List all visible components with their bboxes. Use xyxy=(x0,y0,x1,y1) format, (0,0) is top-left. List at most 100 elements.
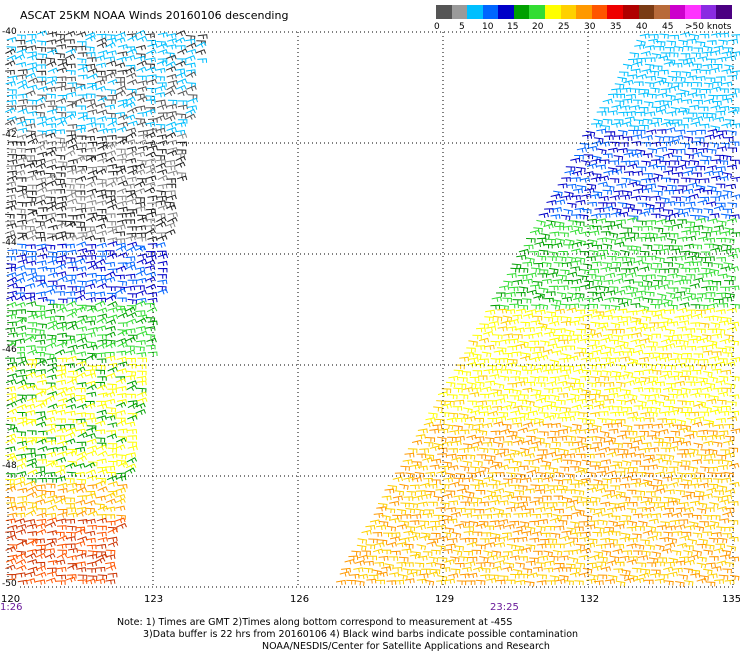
wind-barb xyxy=(653,66,662,70)
wind-barb xyxy=(175,162,185,167)
wind-barb xyxy=(429,429,439,433)
wind-barb xyxy=(628,412,638,417)
wind-barb xyxy=(669,288,678,292)
wind-barb xyxy=(27,175,37,180)
wind-barb xyxy=(126,133,136,138)
wind-barb xyxy=(48,561,58,566)
wind-barb xyxy=(657,130,666,134)
wind-barb xyxy=(7,535,17,540)
wind-barb xyxy=(691,305,700,309)
wind-barb xyxy=(724,527,733,531)
wind-barb xyxy=(633,514,642,518)
wind-barb xyxy=(198,35,207,39)
wind-barb xyxy=(67,312,77,317)
wind-barb xyxy=(75,530,85,535)
wind-barb xyxy=(503,316,512,322)
wind-barb xyxy=(56,206,66,211)
wind-barb xyxy=(46,452,56,457)
wind-barb xyxy=(17,75,27,80)
wind-barb xyxy=(641,161,650,166)
wind-barb xyxy=(177,49,187,54)
wind-barb xyxy=(611,89,620,93)
wind-barb xyxy=(97,515,106,519)
wind-barb xyxy=(97,231,107,236)
wind-barb xyxy=(412,440,422,445)
wind-barb xyxy=(601,567,611,572)
wind-barb xyxy=(5,328,15,333)
wind-barb xyxy=(634,297,644,302)
wind-barb xyxy=(647,94,656,99)
wind-barb xyxy=(619,233,628,237)
wind-barb xyxy=(571,196,580,200)
wind-barb xyxy=(178,105,188,110)
wind-barb xyxy=(613,569,622,573)
wind-barb xyxy=(700,160,709,164)
wind-barb xyxy=(7,90,16,94)
wind-barb xyxy=(48,273,58,278)
wind-barb xyxy=(85,321,94,325)
wind-barb xyxy=(704,83,713,88)
wind-barb xyxy=(512,423,521,427)
wind-barb xyxy=(18,250,27,255)
wind-barb xyxy=(600,502,610,507)
wind-barb xyxy=(634,425,643,429)
wind-barb xyxy=(55,179,64,183)
wind-barb xyxy=(646,76,655,80)
wind-barb xyxy=(176,61,186,66)
wind-barb xyxy=(135,347,144,352)
wind-barb xyxy=(86,298,96,303)
wind-barb xyxy=(456,418,465,422)
wind-barb xyxy=(480,575,489,579)
wind-barb xyxy=(370,520,380,525)
wind-barb xyxy=(697,436,706,440)
wind-barb xyxy=(586,329,595,335)
wind-barb xyxy=(555,564,564,568)
wind-barb xyxy=(515,563,524,568)
wind-barb xyxy=(118,362,128,367)
wind-barb xyxy=(604,441,614,446)
wind-barb xyxy=(625,399,635,404)
wind-barb xyxy=(616,220,625,224)
wind-barb xyxy=(614,136,623,140)
wind-barb xyxy=(86,428,96,433)
wind-barb xyxy=(397,525,407,530)
wind-barb xyxy=(605,544,614,548)
wind-barb xyxy=(665,329,674,334)
wind-barb xyxy=(479,338,489,343)
wind-barb xyxy=(698,200,708,205)
wind-barb xyxy=(728,148,737,152)
wind-barb xyxy=(469,358,479,363)
wind-barb xyxy=(127,386,137,391)
wind-barb xyxy=(135,152,145,157)
wind-barb xyxy=(155,77,164,81)
wind-barb xyxy=(587,202,596,206)
wind-barb xyxy=(8,428,18,433)
wind-barb xyxy=(703,372,712,377)
wind-barb xyxy=(551,305,560,310)
wind-barb xyxy=(106,472,115,476)
wind-barb xyxy=(581,532,590,536)
wind-barb xyxy=(379,556,388,560)
wind-barb xyxy=(659,322,668,326)
wind-barb xyxy=(621,497,630,502)
wind-barb xyxy=(666,95,675,100)
wind-barb xyxy=(178,91,188,96)
wind-barb xyxy=(138,97,148,102)
wind-barb xyxy=(633,100,642,104)
wind-barb xyxy=(47,375,57,380)
wind-barb xyxy=(525,489,534,494)
wind-barb xyxy=(56,374,66,379)
wind-barb xyxy=(36,164,46,169)
wind-barb xyxy=(547,257,556,261)
wind-barb xyxy=(47,124,56,128)
wind-barb xyxy=(645,327,655,332)
wind-barb xyxy=(506,507,516,512)
wind-barb xyxy=(626,327,636,332)
wind-barb xyxy=(503,442,512,446)
wind-barbs-layer xyxy=(5,31,740,587)
wind-barb xyxy=(503,281,512,286)
wind-barb xyxy=(556,489,565,493)
wind-barb xyxy=(533,567,542,571)
wind-barb xyxy=(676,346,685,350)
wind-barb xyxy=(516,344,526,349)
